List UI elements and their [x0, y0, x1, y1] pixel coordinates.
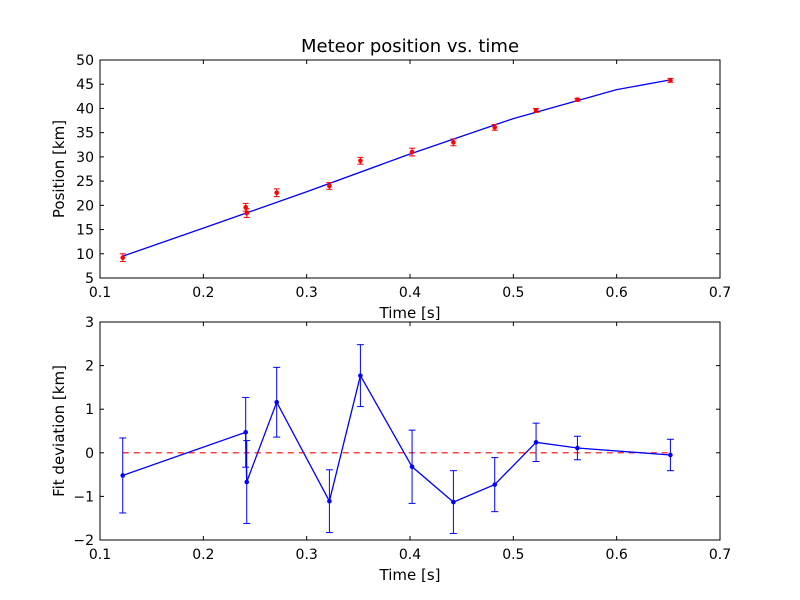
- deviation-series-line: [122, 373, 671, 504]
- deviation-y-tick-label: 1: [85, 402, 94, 418]
- position-x-tick-label: 0.2: [192, 285, 214, 301]
- position-x-tick-label: 0.5: [502, 285, 524, 301]
- position-y-tick-label: 5: [85, 271, 94, 287]
- position-data-point: [244, 210, 250, 216]
- position-data-point: [492, 125, 498, 130]
- position-x-tick-label: 0.3: [296, 285, 318, 301]
- deviation-data-point: [409, 464, 415, 470]
- position-chart-plot-area: 0.1 0.2 0.3 0.4 0.5 0.6 0.7 5 10 15 20 25 30 35 40 45 50: [76, 53, 731, 301]
- deviation-x-tick-label: 0.4: [399, 547, 421, 563]
- deviation-chart-x-axis-label: Time [s]: [379, 566, 441, 584]
- deviation-x-tick-label: 0.3: [296, 547, 318, 563]
- deviation-data-point: [451, 499, 456, 505]
- position-y-tick-label: 10: [76, 247, 94, 263]
- position-data-point: [668, 78, 673, 83]
- deviation-data-point: [120, 473, 126, 478]
- position-plot-frame: [99, 59, 721, 279]
- position-chart-y-axis-label: Position [km]: [50, 120, 68, 218]
- position-data-point: [409, 149, 415, 155]
- deviation-x-tick-label: 0.2: [192, 547, 214, 563]
- deviation-y-tick-label: −2: [73, 533, 94, 549]
- position-y-tick-label: 40: [76, 101, 94, 117]
- position-y-tick-label: 20: [76, 198, 94, 214]
- deviation-chart-y-axis-label: Fit deviation [km]: [50, 365, 68, 497]
- deviation-data-point: [243, 430, 248, 435]
- deviation-data-point: [533, 440, 539, 445]
- deviation-x-tick-label: 0.1: [89, 547, 111, 563]
- deviation-y-tick-label: 2: [85, 359, 94, 375]
- deviation-data-point: [668, 452, 673, 458]
- deviation-data-point: [244, 479, 250, 485]
- position-y-tick-label: 35: [76, 126, 94, 142]
- position-data-point: [358, 158, 363, 164]
- deviation-x-tick-label: 0.5: [502, 547, 524, 563]
- position-y-tick-label: 25: [76, 174, 94, 190]
- position-x-tick-label: 0.1: [89, 285, 111, 301]
- deviation-chart: 0.1 0.2 0.3 0.4 0.5 0.6 0.7 −2 −1 0 1 2 3 Time [s] F…: [50, 315, 731, 584]
- position-y-tick-label: 15: [76, 223, 94, 239]
- position-chart-x-axis-label: Time [s]: [379, 304, 441, 322]
- position-data-point: [451, 140, 456, 145]
- deviation-data-point: [575, 445, 580, 451]
- position-data-point: [533, 108, 539, 113]
- deviation-y-tick-label: 0: [85, 446, 94, 462]
- deviation-y-tick-label: −1: [73, 489, 94, 505]
- fit-line: [122, 79, 671, 257]
- position-y-tick-label: 30: [76, 150, 94, 166]
- position-data-point: [327, 183, 332, 189]
- deviation-chart-plot-area: 0.1 0.2 0.3 0.4 0.5 0.6 0.7 −2 −1 0 1 2 3: [73, 315, 731, 563]
- deviation-plot-frame: [99, 321, 721, 541]
- position-chart: Meteor position vs. time 0.1 0.2 0.3 0.4 0.5…: [50, 36, 731, 322]
- deviation-x-tick-label: 0.7: [709, 547, 731, 563]
- deviation-data-point: [274, 399, 280, 405]
- position-data-point: [120, 255, 126, 260]
- position-data-point: [274, 190, 280, 196]
- position-x-tick-label: 0.7: [709, 285, 731, 301]
- position-y-tick-label: 45: [76, 77, 94, 93]
- position-x-tick-label: 0.6: [606, 285, 628, 301]
- position-data-point: [575, 97, 580, 103]
- position-y-tick-label: 50: [76, 53, 94, 69]
- deviation-data-point: [327, 498, 332, 504]
- position-chart-title: Meteor position vs. time: [301, 36, 519, 57]
- deviation-data-point: [492, 482, 498, 487]
- deviation-data-point: [358, 373, 363, 378]
- deviation-y-tick-label: 3: [85, 315, 94, 331]
- deviation-x-tick-label: 0.6: [606, 547, 628, 563]
- position-x-tick-label: 0.4: [399, 285, 421, 301]
